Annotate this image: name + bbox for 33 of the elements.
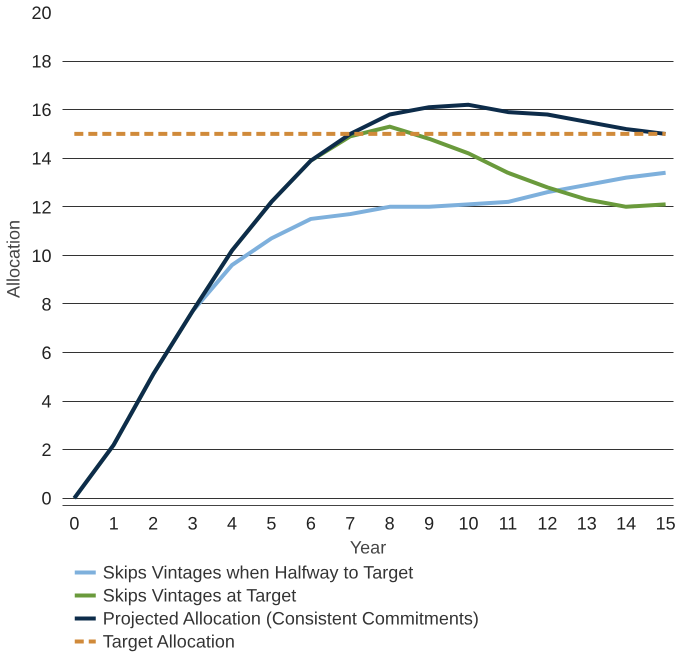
x-tick-label: 13 bbox=[576, 514, 597, 534]
x-tick-label: 3 bbox=[188, 514, 198, 534]
y-axis-title: Allocation bbox=[3, 220, 24, 298]
y-tick-label: 18 bbox=[31, 52, 52, 72]
legend-label: Skips Vintages when Halfway to Target bbox=[102, 562, 414, 582]
legend-label: Projected Allocation (Consistent Commitments) bbox=[102, 608, 479, 628]
y-tick-label: 20 bbox=[31, 3, 52, 23]
y-tick-label: 4 bbox=[41, 392, 52, 412]
x-tick-label: 0 bbox=[69, 514, 80, 534]
y-tick-label: 12 bbox=[31, 197, 52, 218]
x-tick-label: 6 bbox=[306, 514, 316, 534]
x-tick-label: 1 bbox=[108, 514, 119, 534]
y-tick-label: 0 bbox=[41, 488, 52, 509]
x-tick-label: 8 bbox=[384, 514, 395, 534]
x-tick-label: 4 bbox=[227, 514, 238, 534]
x-tick-label: 5 bbox=[266, 514, 276, 534]
x-tick-label: 2 bbox=[148, 514, 158, 534]
legend-label: Skips Vintages at Target bbox=[102, 586, 296, 606]
x-axis-title: Year bbox=[350, 538, 386, 558]
y-tick-label: 8 bbox=[41, 294, 52, 314]
y-tick-label: 16 bbox=[31, 100, 52, 120]
x-tick-label: 9 bbox=[424, 514, 434, 534]
x-tick-label: 14 bbox=[616, 514, 636, 534]
y-tick-label: 2 bbox=[41, 440, 52, 460]
legend-label: Target Allocation bbox=[102, 632, 235, 652]
y-tick-label: 6 bbox=[41, 343, 52, 363]
y-tick-label: 10 bbox=[31, 246, 52, 266]
x-tick-label: 12 bbox=[537, 514, 558, 534]
x-tick-label: 7 bbox=[345, 514, 356, 534]
x-tick-label: 15 bbox=[656, 514, 676, 534]
x-tick-label: 10 bbox=[458, 514, 479, 534]
x-tick-label: 11 bbox=[498, 514, 518, 534]
y-tick-label: 14 bbox=[31, 148, 52, 169]
